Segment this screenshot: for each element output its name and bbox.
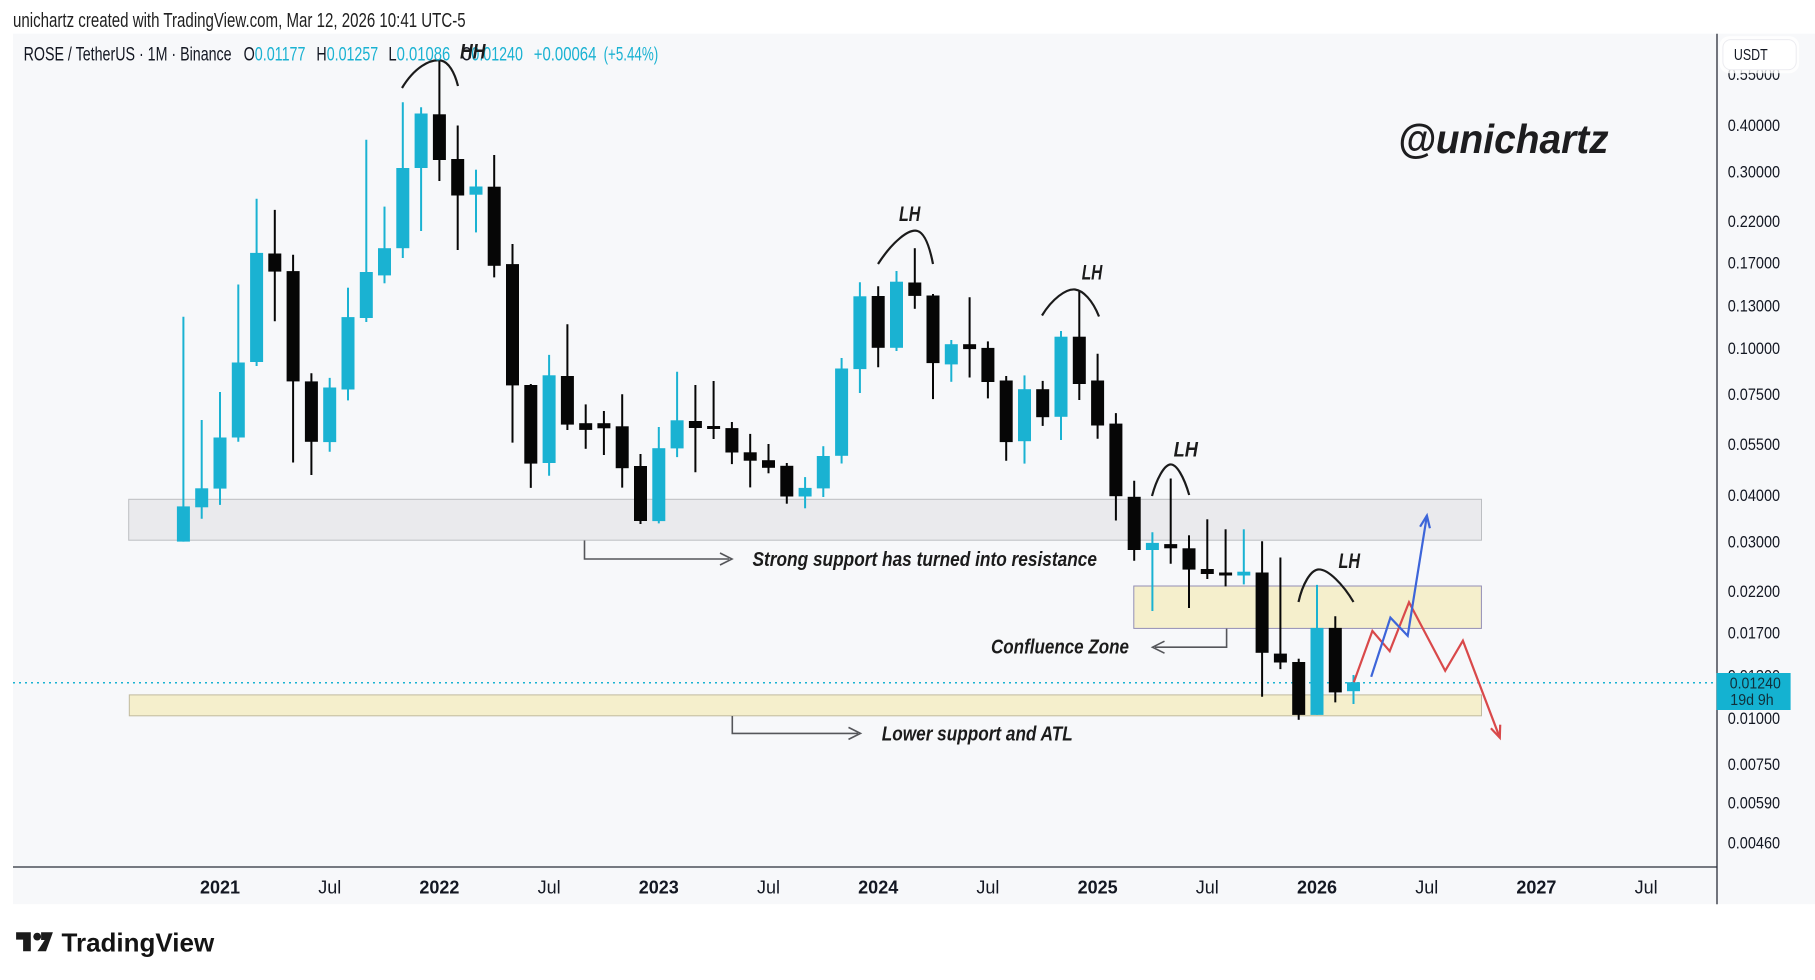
svg-text:Jul: Jul xyxy=(318,878,341,898)
svg-text:0.04000: 0.04000 xyxy=(1728,487,1780,505)
svg-text:USDT: USDT xyxy=(1734,47,1768,64)
svg-text:19d 9h: 19d 9h xyxy=(1730,692,1773,709)
svg-text:0.17000: 0.17000 xyxy=(1728,255,1780,273)
svg-text:unichartz created with Trading: unichartz created with TradingView.com, … xyxy=(13,10,466,32)
svg-text:0.22000: 0.22000 xyxy=(1728,213,1780,231)
svg-text:Confluence Zone: Confluence Zone xyxy=(991,637,1129,659)
svg-text:0.00460: 0.00460 xyxy=(1728,835,1780,853)
svg-text:ROSE / TetherUS · 1M · Binance: ROSE / TetherUS · 1M · Binance xyxy=(24,45,232,66)
svg-text:O0.01177: O0.01177 xyxy=(244,45,306,66)
svg-text:2023: 2023 xyxy=(639,878,679,898)
svg-text:HH: HH xyxy=(460,41,486,64)
svg-text:L0.01086: L0.01086 xyxy=(388,45,450,66)
svg-text:0.07500: 0.07500 xyxy=(1728,386,1780,404)
svg-text:@unichartz: @unichartz xyxy=(1398,116,1609,162)
svg-text:Jul: Jul xyxy=(976,878,999,898)
svg-text:0.01700: 0.01700 xyxy=(1728,625,1780,643)
svg-text:0.30000: 0.30000 xyxy=(1728,163,1780,181)
svg-text:LH: LH xyxy=(1082,262,1103,285)
svg-text:0.10000: 0.10000 xyxy=(1728,340,1780,358)
svg-text:(+5.44%): (+5.44%) xyxy=(604,45,659,66)
svg-text:Lower support and ATL: Lower support and ATL xyxy=(882,724,1073,746)
svg-text:2024: 2024 xyxy=(858,878,898,898)
svg-text:0.13000: 0.13000 xyxy=(1728,298,1780,316)
svg-text:0.00750: 0.00750 xyxy=(1728,756,1780,774)
svg-text:2026: 2026 xyxy=(1297,878,1337,898)
svg-text:Jul: Jul xyxy=(1635,878,1658,898)
svg-text:C0.01240: C0.01240 xyxy=(461,45,523,66)
svg-text:Jul: Jul xyxy=(1196,878,1219,898)
svg-text:2021: 2021 xyxy=(200,878,240,898)
svg-text:H0.01257: H0.01257 xyxy=(316,45,378,66)
svg-text:Strong support has turned into: Strong support has turned into resistanc… xyxy=(753,549,1098,571)
svg-text:0.01240: 0.01240 xyxy=(1730,676,1781,693)
svg-text:Jul: Jul xyxy=(538,878,561,898)
svg-text:TradingView: TradingView xyxy=(62,928,215,958)
svg-text:0.40000: 0.40000 xyxy=(1728,117,1780,135)
svg-text:0.02200: 0.02200 xyxy=(1728,583,1780,601)
svg-text:+0.00064: +0.00064 xyxy=(534,45,597,66)
svg-text:0.05500: 0.05500 xyxy=(1728,436,1780,454)
svg-text:Jul: Jul xyxy=(757,878,780,898)
svg-text:2027: 2027 xyxy=(1516,878,1556,898)
svg-text:0.00590: 0.00590 xyxy=(1728,795,1780,813)
svg-text:0.01000: 0.01000 xyxy=(1728,710,1780,728)
svg-text:LH: LH xyxy=(899,203,921,226)
svg-text:0.03000: 0.03000 xyxy=(1728,533,1780,551)
svg-text:2025: 2025 xyxy=(1078,878,1118,898)
svg-text:2022: 2022 xyxy=(419,878,459,898)
svg-text:Jul: Jul xyxy=(1415,878,1438,898)
svg-text:LH: LH xyxy=(1174,438,1199,461)
svg-text:LH: LH xyxy=(1339,550,1361,573)
